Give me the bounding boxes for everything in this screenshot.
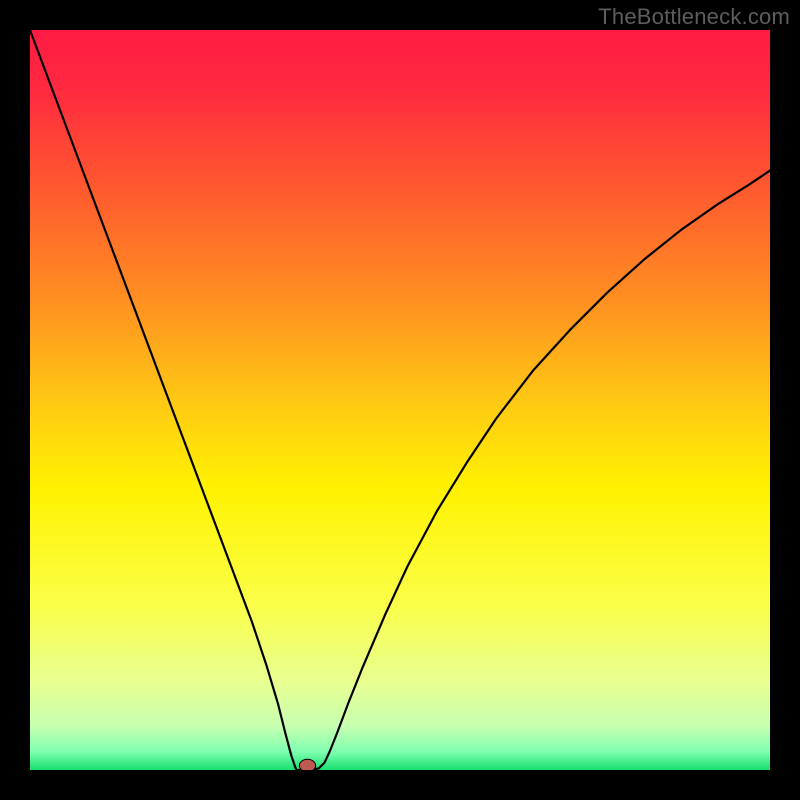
optimal-point-marker: [299, 759, 315, 770]
watermark-text: TheBottleneck.com: [598, 4, 790, 30]
plot-background: [30, 30, 770, 770]
bottleneck-chart: [30, 30, 770, 770]
chart-frame: TheBottleneck.com: [0, 0, 800, 800]
